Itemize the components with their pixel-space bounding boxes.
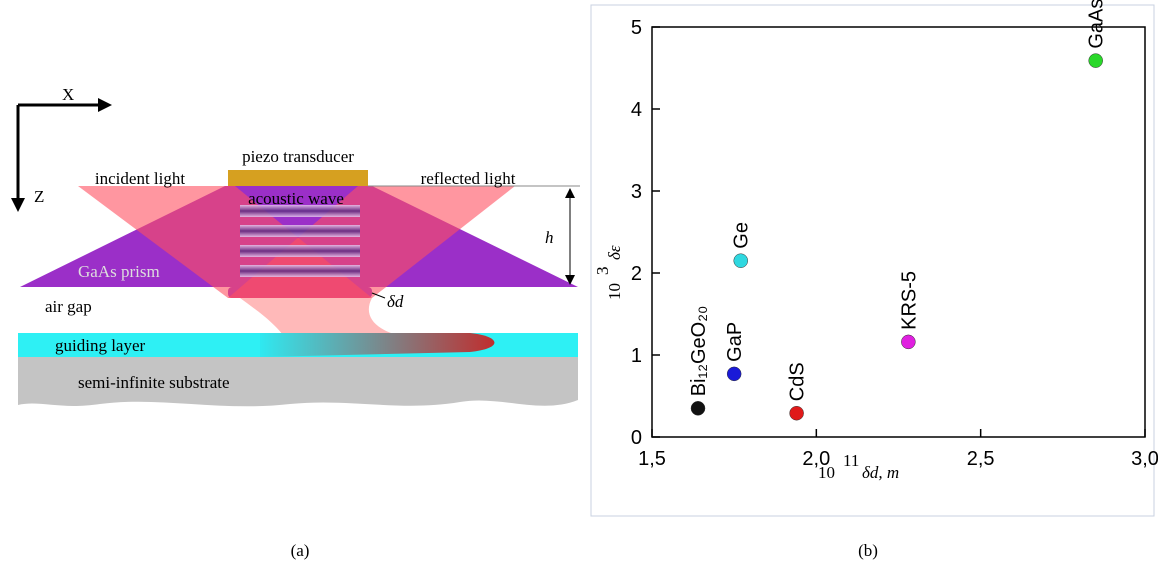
gap-width-label: δd [387,292,404,311]
x-label-exp: 11 [843,451,859,470]
plot-frame [651,26,1146,438]
point [1088,53,1103,68]
y-label: 10 3 δε [593,245,624,300]
y-tick-label: 3 [631,181,642,203]
x-tick-label: 3,0 [1131,448,1158,470]
x-tick-label: 2,5 [967,448,995,470]
y-tick-label: 4 [631,99,642,121]
acoustic-fronts [240,205,360,277]
x-label-text: δd, m [862,463,899,482]
x-label-base: 10 [818,463,835,482]
y-tick-label: 0 [631,427,642,449]
y-label-exp: 3 [593,267,612,276]
point-label: KRS-5 [898,271,920,330]
prism-label: GaAs prism [78,262,160,281]
x-tick-label: 2,0 [802,448,830,470]
acoustic-label: acoustic wave [248,189,344,208]
y-label-text: δε [605,245,624,260]
point-label: Ge [731,222,753,249]
point-label: CdS [787,362,809,401]
point [901,334,916,350]
point [733,253,748,268]
y-tick-label: 1 [631,345,642,367]
transducer-label: piezo transducer [242,147,354,166]
point-label: Bi₁₂GeO₂₀ [688,306,710,397]
gap-pointer [371,292,386,299]
h-label: h [545,228,554,247]
gap-label: air gap [45,297,92,316]
substrate-label: semi-infinite substrate [78,373,230,392]
z-arrowhead [11,198,25,212]
point-label: GaAs [1086,0,1108,49]
x-label: X [62,85,74,104]
y-label-base: 10 [605,283,624,300]
panel-frame [590,4,1155,517]
reflected-label: reflected light [421,169,516,188]
caption-b: (b) [858,541,878,560]
diagram: X Z piezo transducer incident light refl… [11,85,580,560]
point [690,401,706,416]
transducer [228,170,368,186]
y-tick-label: 2 [631,263,642,285]
guide-label: guiding layer [55,336,146,355]
h-head [565,188,575,198]
guided-mode [260,333,495,357]
point [726,366,742,382]
substrate [18,357,578,407]
x-arrowhead [98,98,112,112]
incident-label: incident light [95,169,185,188]
caption-a: (a) [291,541,310,560]
point-label: GaP [724,322,746,362]
h-head [565,275,575,285]
x-tick-label: 1,5 [638,448,666,470]
z-label: Z [34,187,44,206]
y-tick-label: 5 [631,17,642,39]
point [789,405,804,421]
